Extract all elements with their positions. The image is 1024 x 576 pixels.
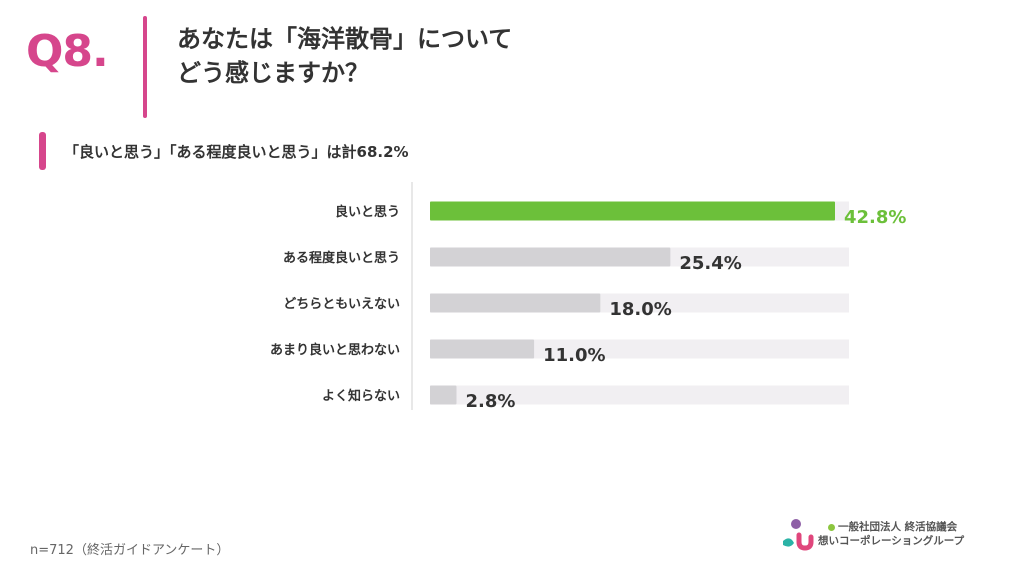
summary-accent-bar	[39, 132, 46, 170]
bar	[430, 385, 457, 405]
summary-text: 「良いと思う」「ある程度良いと思う」は計68.2%	[64, 143, 409, 161]
logo-text-line1: 一般社団法人 終活協議会	[828, 521, 957, 534]
bar	[430, 293, 601, 313]
value-label: 42.8%	[844, 207, 906, 228]
bar	[430, 247, 671, 267]
bar	[430, 201, 835, 221]
logo-text-line1-label: 一般社団法人 終活協議会	[838, 521, 958, 533]
question-number: Q8.	[26, 26, 109, 77]
sample-size-note: n=712（終活ガイドアンケート）	[30, 543, 230, 558]
question-title-line2: どう感じますか？	[177, 59, 369, 87]
value-label: 2.8%	[465, 391, 515, 412]
bar	[430, 339, 535, 359]
organization-logo: 一般社団法人 終活協議会 想いコーポレーショングループ	[780, 515, 980, 555]
question-title-line1: あなたは「海洋散骨」について	[177, 25, 513, 53]
category-label: あまり良いと思わない	[270, 342, 400, 358]
value-label: 11.0%	[543, 345, 605, 366]
logo-dot-icon	[828, 523, 835, 531]
value-label: 25.4%	[679, 253, 741, 274]
category-label: よく知らない	[322, 388, 400, 404]
question-title: あなたは「海洋散骨」について どう感じますか？	[177, 22, 512, 90]
organization-logo-icon	[783, 519, 814, 551]
category-label: ある程度良いと思う	[283, 250, 400, 266]
bar-track	[430, 339, 849, 359]
header-divider	[143, 16, 147, 118]
category-label: 良いと思う	[335, 204, 400, 220]
bar-track	[430, 385, 849, 405]
value-label: 18.0%	[609, 299, 671, 320]
category-label: どちらともいえない	[283, 297, 400, 312]
logo-text-line2: 想いコーポレーショングループ	[818, 535, 965, 547]
